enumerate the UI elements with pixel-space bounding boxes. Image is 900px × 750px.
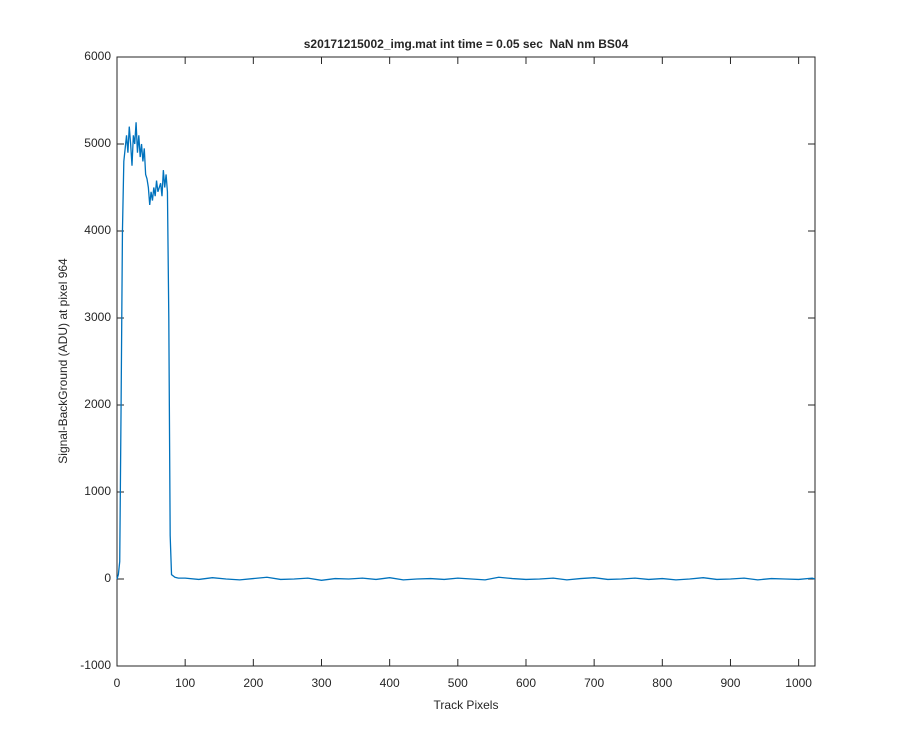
x-tick-label: 700 bbox=[584, 676, 604, 690]
y-tick-label: 6000 bbox=[84, 49, 111, 63]
x-tick-label: 900 bbox=[720, 676, 740, 690]
data-line bbox=[116, 122, 816, 581]
x-tick-label: 400 bbox=[380, 676, 400, 690]
x-tick-label: 1000 bbox=[785, 676, 812, 690]
y-tick-label: 3000 bbox=[84, 310, 111, 324]
y-tick-label: 2000 bbox=[84, 397, 111, 411]
x-axis-label: Track Pixels bbox=[434, 698, 499, 712]
x-tick-label: 600 bbox=[516, 676, 536, 690]
x-tick-label: 200 bbox=[243, 676, 263, 690]
y-axis-label: Signal-BackGround (ADU) at pixel 964 bbox=[56, 258, 70, 464]
plot-box bbox=[116, 56, 816, 667]
x-tick-label: 800 bbox=[652, 676, 672, 690]
x-tick-label: 100 bbox=[175, 676, 195, 690]
y-tick-label: 4000 bbox=[84, 223, 111, 237]
chart-title: s20171215002_img.mat int time = 0.05 sec… bbox=[304, 37, 629, 51]
x-tick-label: 500 bbox=[448, 676, 468, 690]
y-tick-label: 0 bbox=[104, 571, 111, 585]
x-tick-label: 0 bbox=[114, 676, 121, 690]
x-tick-label: 300 bbox=[311, 676, 331, 690]
y-tick-label: 1000 bbox=[84, 484, 111, 498]
y-tick-label: 5000 bbox=[84, 136, 111, 150]
y-tick-label: -1000 bbox=[80, 658, 111, 672]
